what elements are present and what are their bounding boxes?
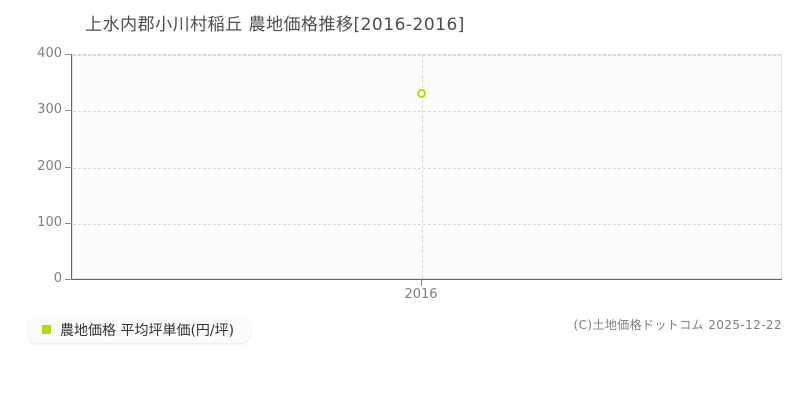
copyright-notice: (C)土地価格ドットコム 2025-12-22 — [573, 318, 782, 332]
legend-label: 農地価格 平均坪単価(円/坪) — [60, 322, 235, 339]
y-axis-tick — [65, 110, 72, 112]
y-axis-tick — [65, 166, 72, 168]
y-axis-tick-label: 400 — [37, 46, 62, 61]
y-gridline — [73, 167, 781, 169]
y-axis-tick — [65, 222, 72, 224]
y-axis-tick-label: 200 — [37, 158, 62, 174]
y-gridline — [73, 223, 781, 225]
page-title: 上水内郡小川村稲丘 農地価格推移[2016-2016] — [0, 10, 550, 35]
x-axis-tick — [421, 280, 422, 286]
page-title-main: 上水内郡小川村稲丘 農地価格推移 — [85, 15, 354, 35]
x-axis-tick-label: 2016 — [404, 287, 438, 302]
legend-swatch-icon — [42, 325, 51, 334]
y-axis-tick — [65, 54, 72, 55]
y-axis-tick-label: 100 — [37, 214, 62, 230]
x-axis-line — [71, 279, 782, 280]
y-axis-tick-label: 300 — [37, 102, 62, 118]
y-gridline — [73, 55, 781, 56]
y-axis-tick — [65, 279, 72, 280]
x-gridline — [422, 55, 423, 278]
page-title-range: [2016-2016] — [353, 15, 465, 35]
y-axis-tick-label: 0 — [53, 271, 62, 286]
y-gridline — [73, 111, 781, 113]
chart-plot-area — [72, 54, 782, 279]
data-point-marker[interactable] — [416, 88, 426, 98]
chart-legend[interactable]: 農地価格 平均坪単価(円/坪) — [28, 316, 251, 343]
